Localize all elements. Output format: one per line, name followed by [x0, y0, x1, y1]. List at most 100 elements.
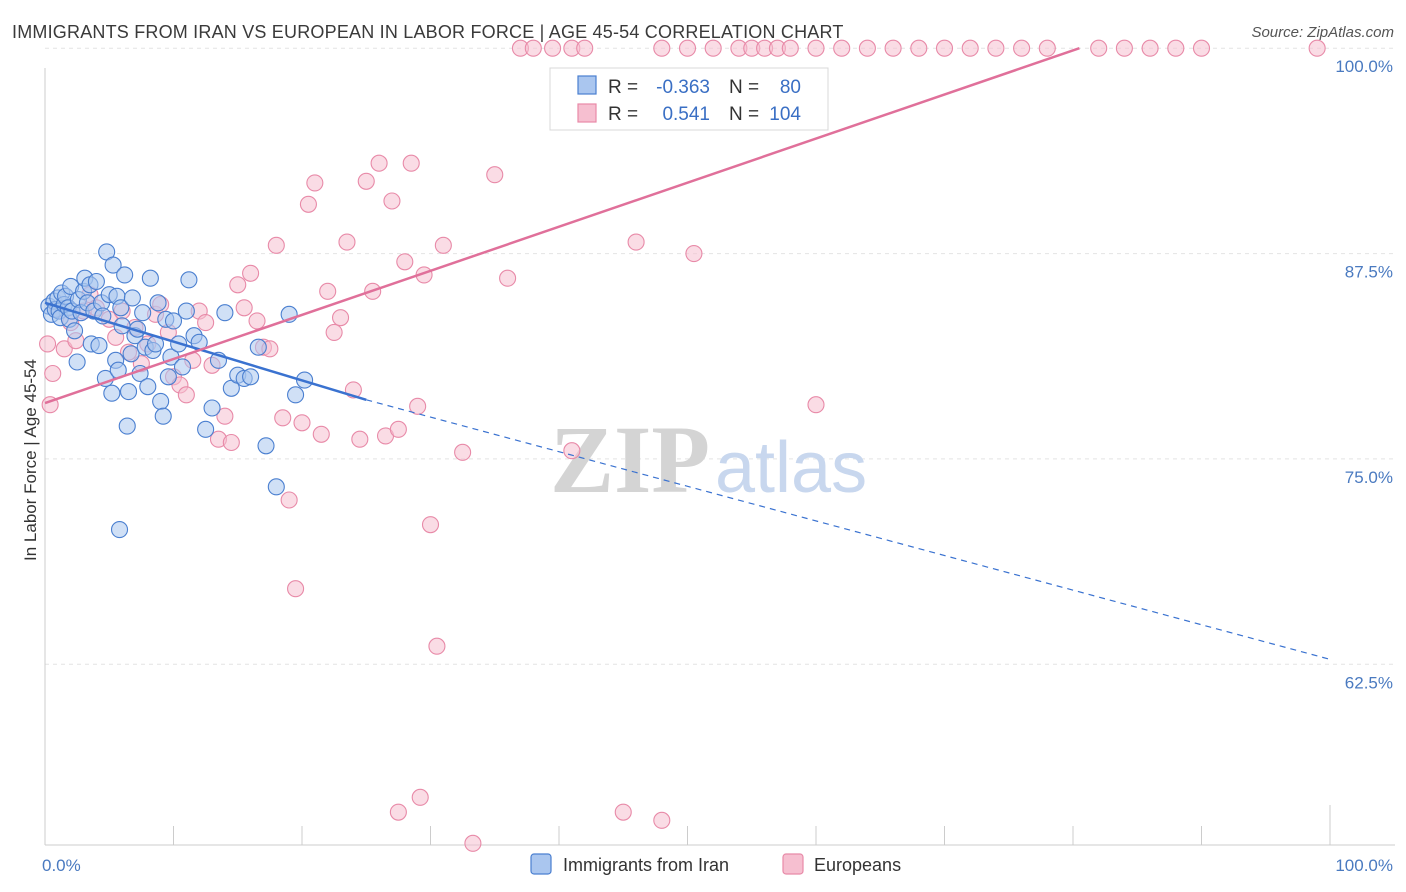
- europeans-point: [319, 282, 337, 300]
- iran-points: [40, 243, 314, 539]
- europeans-point: [1192, 39, 1211, 57]
- y-tick-label: 62.5%: [1345, 673, 1393, 692]
- europeans-point: [222, 433, 240, 452]
- iran-point: [257, 437, 275, 455]
- stats-euro-r-value: 0.541: [662, 104, 710, 125]
- europeans-point: [1038, 39, 1056, 57]
- europeans-point: [935, 39, 954, 57]
- europeans-point: [55, 340, 73, 358]
- iran-point: [122, 345, 140, 363]
- europeans-point: [389, 420, 407, 438]
- europeans-point: [325, 323, 343, 341]
- iran-point: [149, 294, 167, 312]
- stats-iran-r-value: -0.363: [656, 77, 710, 98]
- europeans-point: [389, 803, 407, 821]
- y-tick-label: 100.0%: [1335, 57, 1393, 76]
- legend-swatch-iran: [530, 853, 552, 875]
- stats-iran-n-label: N =: [729, 77, 759, 98]
- axes: [44, 68, 1395, 846]
- europeans-point: [274, 409, 292, 427]
- iran-point: [177, 302, 195, 320]
- europeans-point: [434, 236, 452, 254]
- stats-box: R = -0.363 N = 80 R = 0.541 N = 104: [549, 67, 829, 131]
- iran-point: [203, 399, 221, 417]
- iran-point: [118, 417, 136, 435]
- europeans-point: [351, 430, 369, 448]
- iran-point: [110, 521, 129, 539]
- grid-lines: [45, 47, 1395, 665]
- iran-point: [180, 271, 198, 289]
- europeans-point: [421, 516, 440, 534]
- europeans-point: [1141, 39, 1159, 57]
- europeans-point: [704, 39, 722, 57]
- europeans-point: [383, 192, 401, 210]
- europeans-point: [987, 39, 1005, 57]
- x-tick-label: 100.0%: [1335, 856, 1393, 875]
- europeans-point: [576, 39, 594, 57]
- europeans-point: [299, 195, 317, 213]
- europeans-point: [229, 276, 247, 294]
- europeans-point: [287, 580, 305, 598]
- iran-point: [139, 378, 157, 396]
- y-axis-title: In Labor Force | Age 45-54: [21, 359, 40, 561]
- iran-point: [164, 312, 183, 330]
- europeans-point: [524, 39, 542, 57]
- europeans-point: [653, 811, 671, 829]
- stats-euro-r-label: R =: [608, 104, 638, 125]
- europeans-point: [544, 39, 562, 57]
- europeans-point: [396, 253, 414, 271]
- watermark-atlas: atlas: [715, 428, 867, 508]
- europeans-point: [267, 236, 285, 254]
- iran-point: [141, 269, 159, 287]
- stats-swatch-europeans: [577, 103, 597, 123]
- europeans-trend-line: [44, 47, 1080, 405]
- europeans-point: [614, 803, 632, 821]
- europeans-point: [486, 166, 504, 184]
- iran-point: [90, 337, 108, 355]
- iran-point: [152, 392, 170, 410]
- europeans-points: [39, 39, 1326, 852]
- europeans-point: [428, 637, 446, 655]
- europeans-point: [807, 39, 825, 57]
- europeans-point: [781, 39, 799, 57]
- europeans-point: [858, 39, 876, 57]
- iran-point: [173, 358, 192, 376]
- tick-labels: 100.0% 87.5% 75.0% 62.5% 0.0% 100.0%: [42, 57, 1393, 875]
- europeans-point: [685, 245, 703, 263]
- iran-point: [242, 368, 260, 386]
- iran-point: [159, 368, 177, 386]
- legend-label-europeans: Europeans: [814, 855, 901, 875]
- legend: Immigrants from Iran Europeans: [530, 853, 901, 875]
- iran-trend-line: [44, 301, 367, 401]
- europeans-point: [961, 39, 979, 57]
- stats-iran-r-label: R =: [608, 77, 638, 98]
- europeans-point: [177, 386, 195, 404]
- legend-swatch-europeans: [782, 853, 804, 875]
- europeans-point: [833, 39, 851, 57]
- europeans-point: [370, 154, 388, 172]
- europeans-point: [44, 364, 62, 383]
- europeans-point: [280, 491, 298, 509]
- legend-label-iran: Immigrants from Iran: [563, 855, 729, 875]
- europeans-point: [331, 309, 350, 327]
- europeans-point: [312, 425, 330, 443]
- stats-iran-n-value: 80: [780, 77, 801, 98]
- europeans-point: [884, 39, 902, 57]
- europeans-point: [293, 414, 311, 432]
- europeans-point: [409, 397, 427, 415]
- iran-point: [104, 256, 122, 274]
- watermark-zip: ZIP: [550, 406, 710, 513]
- iran-point: [249, 338, 267, 356]
- iran-point: [216, 304, 234, 322]
- stats-euro-n-value: 104: [769, 104, 801, 125]
- x-tick-label: 0.0%: [42, 856, 81, 875]
- europeans-point: [235, 299, 253, 317]
- europeans-point: [653, 39, 671, 57]
- europeans-point: [39, 335, 57, 353]
- iran-point: [87, 272, 105, 291]
- europeans-point: [1013, 39, 1031, 57]
- europeans-point: [627, 233, 645, 251]
- iran-point: [287, 386, 305, 404]
- europeans-point: [411, 788, 429, 806]
